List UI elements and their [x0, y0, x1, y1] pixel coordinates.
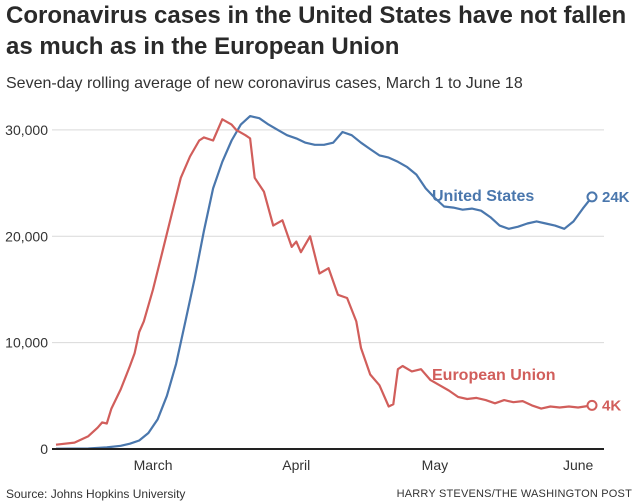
end-value-label: 24K: [602, 189, 630, 206]
grid: [52, 129, 604, 344]
series-labels: United States 24K European Union 4K: [432, 188, 630, 414]
chart-title: Coronavirus cases in the United States h…: [6, 2, 627, 60]
end-marker: [586, 191, 598, 203]
chart-subtitle: Seven-day rolling average of new coronav…: [6, 75, 523, 92]
x-tick-label: April: [282, 457, 310, 473]
x-axis-ticks: March April May June: [134, 457, 594, 473]
x-tick-label: March: [134, 457, 173, 473]
y-axis-ticks: 0 10,000 20,000 30,000: [5, 122, 48, 457]
credit-note: HARRY STEVENS/THE WASHINGTON POST: [396, 488, 632, 500]
series-name-label: United States: [432, 188, 534, 205]
y-tick-label: 0: [40, 441, 48, 457]
end-marker: [586, 399, 598, 411]
x-tick-label: May: [422, 457, 448, 473]
series-line: [55, 115, 593, 450]
source-note: Source: Johns Hopkins University: [6, 487, 186, 501]
end-value-label: 4K: [602, 397, 621, 414]
y-tick-label: 30,000: [5, 122, 48, 138]
x-tick-label: June: [563, 457, 594, 473]
y-tick-label: 20,000: [5, 228, 48, 244]
series-name-label: European Union: [432, 367, 556, 384]
y-tick-label: 10,000: [5, 335, 48, 351]
series-lines: [55, 115, 593, 450]
series-line: [55, 118, 593, 446]
line-chart: 0 10,000 20,000 30,000 March April May June Un…: [5, 115, 630, 473]
